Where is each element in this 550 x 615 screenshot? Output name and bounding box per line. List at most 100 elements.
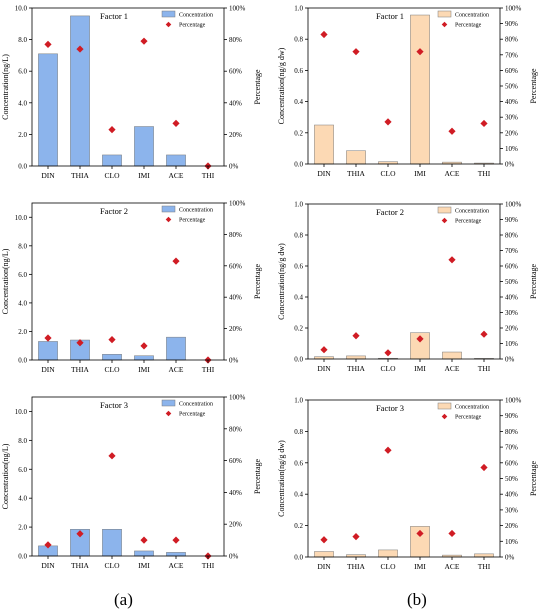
x-tick-label-thia: THIA <box>347 562 365 571</box>
x-tick-label-din: DIN <box>317 169 331 178</box>
percentage-marker-ace <box>172 257 180 265</box>
y-tick-label: 1.0 <box>294 201 303 209</box>
y2-axis-title: Percentage <box>529 264 538 300</box>
chart-panel-1: 0.0 2.0 4.0 6.0 8.0 10.0 0% 20% 40% 60% 80% 100% DIN… <box>1 5 262 181</box>
legend-swatch-percentage <box>441 413 448 420</box>
x-tick-label-ace: ACE <box>445 364 460 373</box>
plot-frame <box>31 202 225 361</box>
y-tick-label: 4.0 <box>18 99 27 107</box>
y2-tick-label: 0% <box>505 161 515 169</box>
x-tick-label-imi: IMI <box>414 364 426 373</box>
y2-tick-label: 60% <box>229 457 242 465</box>
percentage-marker-din <box>44 334 52 342</box>
x-tick-label-din: DIN <box>317 562 331 571</box>
percentage-marker-imi <box>140 37 148 45</box>
bar-ace <box>166 154 186 167</box>
bar-clo <box>102 154 122 167</box>
y2-axis-title: Percentage <box>529 68 538 104</box>
bar-thia <box>70 15 90 167</box>
x-tick-label-ace: ACE <box>169 365 184 374</box>
y2-tick-label: 20% <box>505 325 518 333</box>
y-tick-label: 0.2 <box>294 129 303 137</box>
y2-tick-label: 100% <box>505 201 522 209</box>
percentage-marker-ace <box>448 127 456 135</box>
legend-label-percentage: Percentage <box>455 415 482 421</box>
y-tick-label: 0.4 <box>294 294 303 302</box>
x-tick-label-ace: ACE <box>169 561 184 570</box>
legend-label-percentage: Percentage <box>179 218 206 224</box>
x-tick-label-thi: THI <box>478 364 491 373</box>
bar-thia <box>346 150 366 165</box>
percentage-marker-imi <box>140 342 148 350</box>
y-tick-label: 6.0 <box>18 466 27 474</box>
percentage-marker-clo <box>384 118 392 126</box>
y2-tick-label: 0% <box>229 357 239 365</box>
percentage-marker-ace <box>172 119 180 127</box>
y-tick-label: 2.0 <box>18 328 27 336</box>
y-tick-label: 0.8 <box>294 428 303 436</box>
y2-tick-label: 10% <box>505 145 518 153</box>
percentage-marker-din <box>320 346 328 354</box>
y-tick-label: 8.0 <box>18 36 27 44</box>
chart-title: Factor 3 <box>100 400 128 410</box>
legend-label-percentage: Percentage <box>179 23 206 29</box>
legend-label-percentage: Percentage <box>179 412 206 418</box>
y2-tick-label: 50% <box>505 475 518 483</box>
legend-swatch-concentration <box>437 402 452 410</box>
percentage-marker-imi <box>416 48 424 56</box>
percentage-marker-thi <box>480 119 488 128</box>
y-tick-label: 10.0 <box>15 5 28 13</box>
y-tick-label: 0.0 <box>294 161 303 169</box>
y2-tick-label: 80% <box>229 36 242 44</box>
y-tick-label: 2.0 <box>18 524 27 532</box>
y2-tick-label: 100% <box>229 394 246 402</box>
chart-title: Factor 2 <box>100 206 128 216</box>
legend-label-concentration: Concentration <box>179 208 213 214</box>
x-tick-label-ace: ACE <box>445 169 460 178</box>
x-tick-label-ace: ACE <box>169 171 184 180</box>
bar-din <box>314 124 334 165</box>
bar-ace <box>166 552 186 557</box>
chart-panel-3: 0.0 2.0 4.0 6.0 8.0 10.0 0% 20% 40% 60% 80% 100% DIN… <box>1 200 262 375</box>
y-tick-label: 1.0 <box>294 5 303 13</box>
legend-swatch-percentage <box>441 217 448 224</box>
bar-imi <box>410 14 430 165</box>
plot-frame <box>307 399 501 558</box>
x-tick-label-imi: IMI <box>138 171 150 180</box>
bar-din <box>314 551 334 558</box>
y2-tick-label: 100% <box>505 397 522 405</box>
legend-label-concentration: Concentration <box>179 402 213 408</box>
percentage-marker-thia <box>352 48 360 56</box>
y2-tick-label: 50% <box>505 83 518 91</box>
y-tick-label: 0.4 <box>294 491 303 499</box>
y2-tick-label: 80% <box>505 428 518 436</box>
y2-tick-label: 20% <box>229 521 242 529</box>
y2-tick-label: 90% <box>505 216 518 224</box>
x-tick-label-clo: CLO <box>381 169 397 178</box>
y2-tick-label: 0% <box>505 356 515 364</box>
bar-thia <box>346 355 366 360</box>
y-axis-title: Concentration(ng/L) <box>1 54 10 120</box>
percentage-marker-clo <box>108 335 116 344</box>
x-tick-label-thi: THI <box>478 169 491 178</box>
y2-tick-label: 30% <box>505 506 518 514</box>
percentage-marker-thia <box>76 339 84 347</box>
bar-ace <box>166 336 186 361</box>
legend-swatch-concentration <box>161 205 176 213</box>
y-tick-label: 4.0 <box>18 495 27 503</box>
y2-tick-label: 20% <box>505 129 518 137</box>
legend-label-concentration: Concentration <box>455 13 489 19</box>
y-tick-label: 8.0 <box>18 437 27 445</box>
x-tick-label-din: DIN <box>41 171 55 180</box>
y-tick-label: 0.2 <box>294 522 303 530</box>
y-axis-title: Concentration(ng/g dw) <box>277 47 286 124</box>
percentage-marker-thia <box>352 332 360 340</box>
y2-tick-label: 60% <box>505 459 518 467</box>
percentage-marker-clo <box>108 126 116 134</box>
y-axis-title: Concentration(ng/L) <box>1 248 10 314</box>
y2-tick-label: 0% <box>505 554 515 562</box>
y2-tick-label: 20% <box>229 131 242 139</box>
x-tick-label-thia: THIA <box>71 365 89 374</box>
legend-label-percentage: Percentage <box>455 23 482 29</box>
